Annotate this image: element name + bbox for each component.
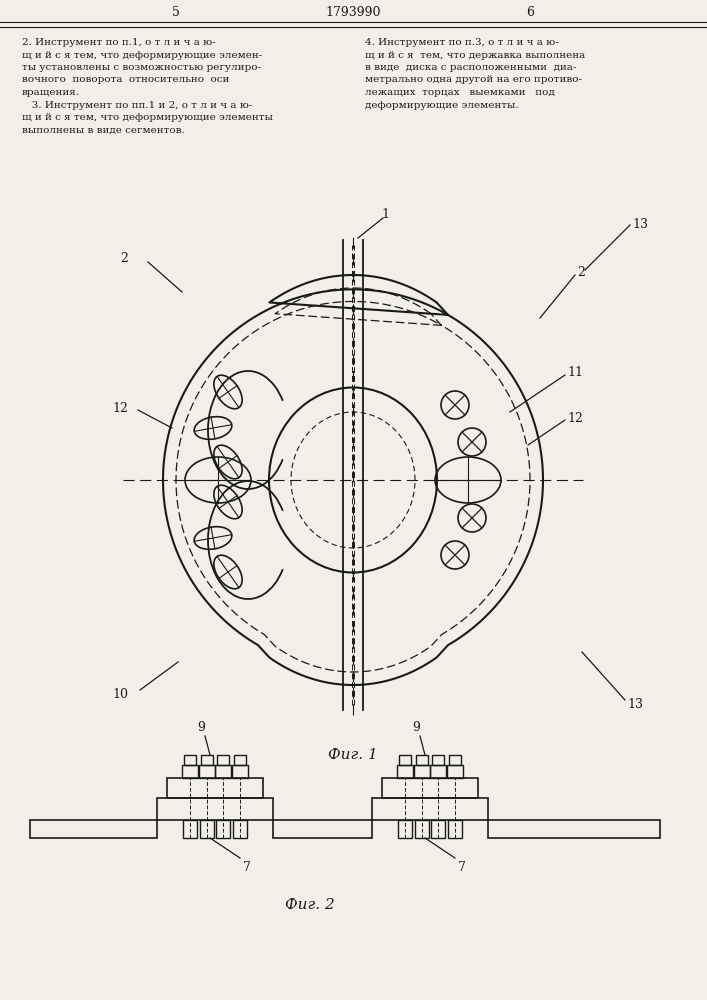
Bar [448, 820, 462, 838]
Bar [399, 755, 411, 765]
Bar [382, 778, 478, 798]
Text: 12: 12 [567, 412, 583, 424]
Bar [183, 820, 197, 838]
Bar [398, 820, 412, 838]
Text: 6: 6 [526, 6, 534, 19]
Bar [372, 798, 488, 820]
Bar [432, 755, 444, 765]
Text: 7: 7 [243, 861, 251, 874]
Bar [182, 765, 198, 778]
Bar [199, 765, 215, 778]
Bar [488, 820, 660, 838]
Text: 4. Инструмент по п.3, о т л и ч а ю-
щ и й с я  тем, что державка выполнена
в ви: 4. Инструмент по п.3, о т л и ч а ю- щ и… [365, 38, 585, 109]
Bar [30, 820, 157, 838]
Bar [201, 755, 213, 765]
Text: 5: 5 [172, 6, 180, 19]
Text: 9: 9 [197, 721, 205, 734]
Text: Фиг. 1: Фиг. 1 [328, 748, 378, 762]
Bar [273, 820, 372, 838]
Text: 7: 7 [458, 861, 466, 874]
Text: 1: 1 [381, 209, 389, 222]
Bar [232, 765, 248, 778]
Bar [430, 765, 446, 778]
Bar [157, 798, 273, 820]
Bar [184, 755, 196, 765]
Bar [397, 765, 413, 778]
Bar [414, 765, 430, 778]
Bar [217, 755, 229, 765]
Text: 13: 13 [632, 219, 648, 232]
Text: 9: 9 [412, 721, 420, 734]
Text: 12: 12 [112, 401, 128, 414]
Bar [215, 765, 231, 778]
Bar [216, 820, 230, 838]
Text: 10: 10 [112, 688, 128, 700]
Bar [449, 755, 461, 765]
Bar [415, 820, 429, 838]
Text: Фиг. 2: Фиг. 2 [285, 898, 335, 912]
Text: 2: 2 [120, 251, 128, 264]
Bar [431, 820, 445, 838]
Bar [233, 820, 247, 838]
Text: 11: 11 [567, 366, 583, 379]
Bar [416, 755, 428, 765]
Text: 13: 13 [627, 698, 643, 712]
Text: 1793990: 1793990 [325, 6, 381, 19]
Bar [234, 755, 246, 765]
Bar [200, 820, 214, 838]
Bar [167, 778, 263, 798]
Text: 2. Инструмент по п.1, о т л и ч а ю-
щ и й с я тем, что деформирующие элемен-
ты: 2. Инструмент по п.1, о т л и ч а ю- щ и… [22, 38, 273, 134]
Text: 2: 2 [577, 266, 585, 279]
Bar [447, 765, 463, 778]
